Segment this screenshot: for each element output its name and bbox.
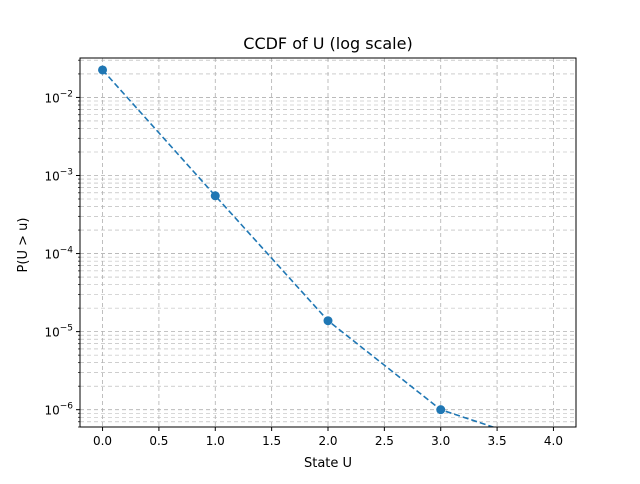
y-tick-label: 10−2 <box>44 89 73 105</box>
x-tick-label: 2.0 <box>318 434 337 448</box>
y-tick-label: 10−3 <box>44 167 73 183</box>
data-point <box>323 316 333 326</box>
data-point <box>436 405 446 415</box>
ticks: 0.0 0.5 1.0 1.5 2.0 2.5 3.0 3.5 4.0 10−6 10−5 10−4 1… <box>44 59 563 448</box>
series-layer <box>98 65 496 427</box>
y-axis-label: P(U > u) <box>16 218 31 273</box>
y-tick-label: 10−5 <box>44 324 73 340</box>
grid <box>80 58 576 428</box>
x-tick-label: 3.0 <box>431 434 450 448</box>
x-tick-label: 1.5 <box>262 434 281 448</box>
y-tick-label: 10−6 <box>44 402 73 418</box>
data-point <box>98 65 108 75</box>
data-point <box>210 191 220 201</box>
chart-title: CCDF of U (log scale) <box>243 34 412 53</box>
x-tick-label: 1.0 <box>206 434 225 448</box>
x-tick-label: 4.0 <box>544 434 563 448</box>
x-tick-label: 0.5 <box>149 434 168 448</box>
x-axis-label: State U <box>304 456 352 471</box>
x-tick-label: 0.0 <box>93 434 112 448</box>
x-tick-label: 3.5 <box>488 434 507 448</box>
x-tick-label: 2.5 <box>375 434 394 448</box>
y-tick-label: 10−4 <box>44 246 73 262</box>
